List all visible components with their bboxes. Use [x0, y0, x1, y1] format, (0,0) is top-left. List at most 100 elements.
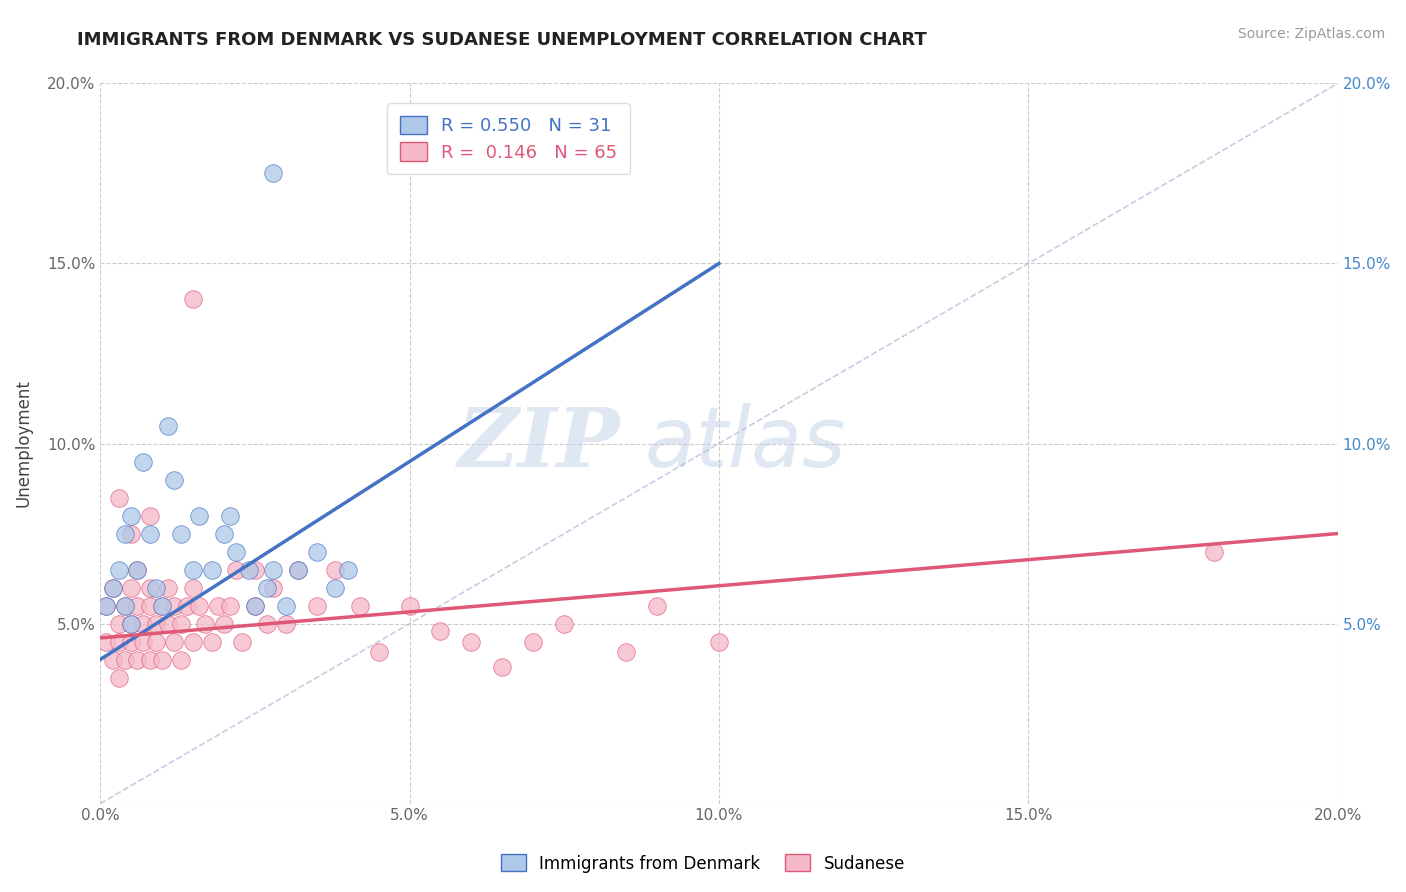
Point	[120, 508, 142, 523]
Point	[323, 563, 346, 577]
Point	[120, 581, 142, 595]
Point	[305, 544, 328, 558]
Point	[238, 563, 260, 577]
Point	[127, 599, 149, 613]
Point	[96, 634, 118, 648]
Point	[114, 652, 136, 666]
Point	[181, 293, 204, 307]
Text: IMMIGRANTS FROM DENMARK VS SUDANESE UNEMPLOYMENT CORRELATION CHART: IMMIGRANTS FROM DENMARK VS SUDANESE UNEM…	[77, 31, 927, 49]
Point	[107, 563, 129, 577]
Point	[188, 508, 211, 523]
Legend: Immigrants from Denmark, Sudanese: Immigrants from Denmark, Sudanese	[495, 847, 911, 880]
Point	[188, 599, 211, 613]
Point	[107, 616, 129, 631]
Point	[127, 652, 149, 666]
Point	[107, 634, 129, 648]
Point	[225, 563, 247, 577]
Point	[101, 652, 124, 666]
Point	[150, 599, 173, 613]
Point	[398, 599, 420, 613]
Point	[553, 616, 575, 631]
Point	[127, 563, 149, 577]
Point	[145, 581, 167, 595]
Point	[707, 634, 730, 648]
Point	[194, 616, 217, 631]
Point	[132, 634, 155, 648]
Point	[181, 563, 204, 577]
Point	[120, 616, 142, 631]
Point	[256, 581, 278, 595]
Point	[132, 616, 155, 631]
Point	[219, 599, 242, 613]
Point	[225, 544, 247, 558]
Point	[138, 581, 160, 595]
Point	[138, 526, 160, 541]
Point	[107, 491, 129, 505]
Point	[231, 634, 253, 648]
Legend: R = 0.550   N = 31, R =  0.146   N = 65: R = 0.550 N = 31, R = 0.146 N = 65	[387, 103, 630, 175]
Point	[157, 418, 180, 433]
Point	[120, 526, 142, 541]
Point	[243, 563, 266, 577]
Point	[262, 581, 284, 595]
Point	[120, 634, 142, 648]
Point	[614, 645, 637, 659]
Point	[120, 616, 142, 631]
Point	[127, 563, 149, 577]
Point	[219, 508, 242, 523]
Point	[163, 473, 186, 487]
Point	[181, 581, 204, 595]
Point	[460, 634, 482, 648]
Y-axis label: Unemployment: Unemployment	[15, 380, 32, 508]
Point	[349, 599, 371, 613]
Point	[145, 616, 167, 631]
Point	[262, 166, 284, 180]
Point	[96, 599, 118, 613]
Point	[181, 634, 204, 648]
Point	[138, 599, 160, 613]
Point	[207, 599, 229, 613]
Point	[101, 581, 124, 595]
Point	[522, 634, 544, 648]
Point	[243, 599, 266, 613]
Point	[262, 563, 284, 577]
Point	[287, 563, 309, 577]
Point	[114, 599, 136, 613]
Point	[96, 599, 118, 613]
Point	[200, 563, 222, 577]
Point	[367, 645, 389, 659]
Point	[169, 526, 191, 541]
Point	[243, 599, 266, 613]
Point	[157, 581, 180, 595]
Point	[491, 660, 513, 674]
Point	[107, 671, 129, 685]
Point	[176, 599, 198, 613]
Point	[138, 508, 160, 523]
Point	[145, 634, 167, 648]
Point	[163, 634, 186, 648]
Point	[274, 599, 297, 613]
Point	[323, 581, 346, 595]
Point	[645, 599, 668, 613]
Point	[169, 652, 191, 666]
Point	[287, 563, 309, 577]
Point	[150, 599, 173, 613]
Point	[200, 634, 222, 648]
Text: ZIP: ZIP	[457, 403, 620, 483]
Point	[114, 526, 136, 541]
Point	[132, 454, 155, 468]
Point	[150, 652, 173, 666]
Text: atlas: atlas	[645, 403, 846, 484]
Text: Source: ZipAtlas.com: Source: ZipAtlas.com	[1237, 27, 1385, 41]
Point	[212, 526, 235, 541]
Point	[169, 616, 191, 631]
Point	[101, 581, 124, 595]
Point	[336, 563, 359, 577]
Point	[212, 616, 235, 631]
Point	[114, 599, 136, 613]
Point	[429, 624, 451, 638]
Point	[274, 616, 297, 631]
Point	[305, 599, 328, 613]
Point	[163, 599, 186, 613]
Point	[138, 652, 160, 666]
